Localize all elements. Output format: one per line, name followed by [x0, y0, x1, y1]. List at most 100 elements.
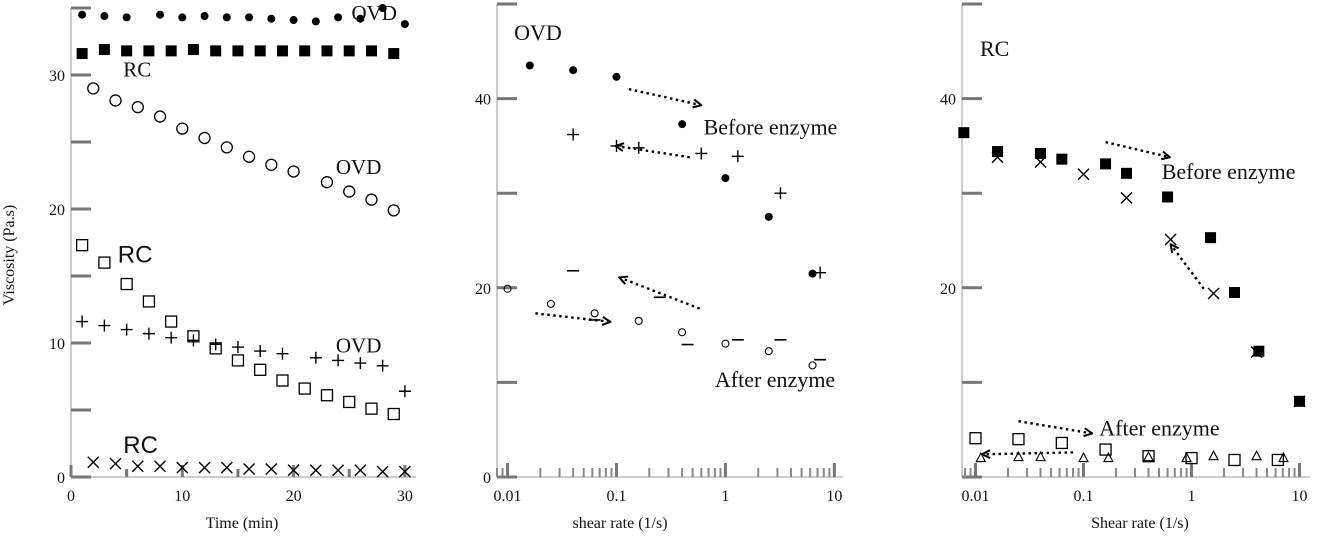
data-point — [774, 187, 787, 200]
data-point — [808, 269, 817, 278]
data-point — [120, 323, 133, 336]
annotation-label: Before enzyme — [704, 115, 838, 140]
data-point — [1100, 158, 1112, 170]
data-point — [387, 204, 400, 217]
x-axis-title-shear-ovd: shear rate (1/s) — [572, 515, 667, 532]
series — [75, 239, 400, 421]
annotation-label: RC — [123, 432, 158, 459]
y-tick-label: 0 — [483, 470, 491, 487]
data-point — [731, 150, 744, 163]
panel-ovd-shear: 0 20 40 0.01 0.1 1 10 OVD Before enzyme After enz… — [475, 2, 843, 505]
x-axis-title-time: Time (min) — [206, 515, 279, 532]
data-point — [525, 61, 534, 70]
arrow — [628, 87, 701, 105]
data-point — [1181, 451, 1192, 463]
data-point — [678, 328, 687, 337]
data-point — [1271, 453, 1285, 467]
series — [503, 284, 817, 370]
panel-time: 0 10 20 30 0 10 20 30 OVD RC OVD RC OVD RC — [49, 1, 416, 505]
data-point — [76, 48, 88, 60]
data-point — [721, 339, 730, 348]
data-point — [695, 147, 708, 160]
data-point — [1228, 453, 1241, 467]
data-point — [975, 451, 987, 463]
data-point — [98, 319, 111, 332]
data-point — [400, 20, 409, 29]
data-point — [1164, 233, 1177, 246]
series — [76, 315, 411, 398]
data-point — [176, 461, 189, 474]
data-point — [287, 464, 300, 477]
data-point — [311, 17, 320, 26]
data-point — [1035, 450, 1046, 462]
data-point — [1035, 147, 1047, 159]
data-point — [1143, 450, 1154, 462]
x-tick-label: 0.01 — [961, 488, 989, 505]
arrow — [1171, 244, 1205, 290]
data-point — [1293, 395, 1306, 408]
series — [567, 269, 827, 361]
x-tick-label: 0.01 — [494, 488, 522, 505]
data-point — [334, 13, 343, 22]
data-point — [1207, 287, 1220, 300]
data-point — [1102, 451, 1114, 463]
series — [76, 44, 400, 60]
data-point — [1056, 153, 1068, 165]
data-point — [365, 193, 378, 206]
data-point — [98, 44, 110, 56]
data-point — [198, 131, 211, 145]
data-point — [100, 12, 109, 21]
data-point — [200, 12, 209, 21]
annotation-label: RC — [123, 57, 151, 81]
data-point — [343, 185, 356, 198]
data-point — [143, 45, 155, 57]
data-point — [678, 120, 687, 129]
data-point — [1013, 450, 1024, 462]
data-point — [289, 16, 298, 25]
x-tick-label: 1 — [1188, 488, 1196, 505]
data-point — [321, 45, 333, 57]
y-tick-label: 20 — [49, 202, 65, 219]
series — [975, 450, 1289, 463]
data-point — [209, 338, 222, 351]
data-point — [764, 347, 773, 356]
data-point — [78, 10, 87, 19]
data-point — [232, 45, 244, 57]
data-point — [287, 165, 300, 178]
data-point — [332, 464, 345, 477]
annotation-label: OVD — [336, 155, 382, 179]
data-point — [365, 402, 378, 415]
data-point — [992, 146, 1004, 158]
y-tick-label: 10 — [49, 336, 65, 353]
data-point — [156, 10, 165, 19]
data-point — [265, 462, 278, 475]
data-point — [958, 127, 970, 139]
annotation-label: OVD — [351, 1, 397, 25]
arrow — [619, 277, 701, 310]
data-point — [309, 351, 322, 364]
data-point — [267, 14, 276, 23]
data-point — [567, 128, 580, 141]
arrow — [1018, 420, 1092, 433]
data-point — [121, 45, 133, 57]
data-point — [354, 357, 367, 370]
data-point — [309, 464, 322, 477]
data-point — [1055, 436, 1068, 450]
data-point — [142, 327, 155, 340]
annotation-label: OVD — [336, 333, 382, 357]
data-point — [109, 457, 122, 470]
data-point — [220, 141, 233, 154]
y-tick-label: 40 — [940, 92, 956, 109]
data-point — [332, 354, 345, 367]
x-tick-label: 10 — [1292, 488, 1308, 505]
data-point — [387, 407, 400, 421]
data-point — [569, 66, 578, 75]
data-point — [87, 456, 100, 469]
data-point — [1142, 450, 1155, 463]
data-point — [1251, 450, 1262, 461]
data-point — [222, 13, 231, 22]
data-point — [1229, 287, 1241, 299]
annotation-label: Before enzyme — [1162, 159, 1296, 184]
data-point — [969, 432, 982, 445]
